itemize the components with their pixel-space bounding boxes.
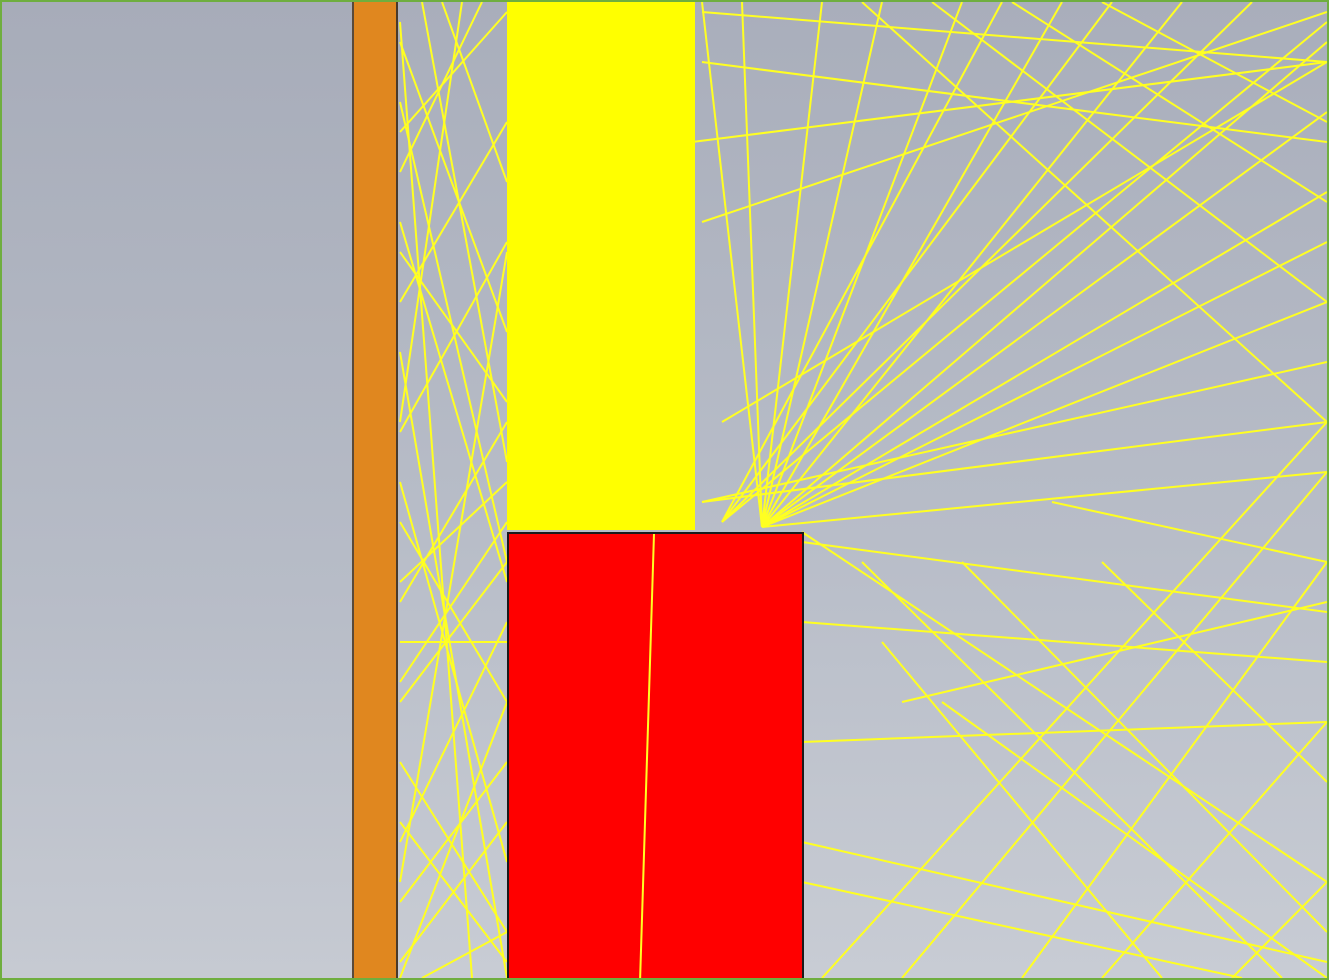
ray-line — [399, 241, 508, 433]
ray-line — [691, 61, 1327, 143]
ray-line — [761, 191, 1327, 528]
ray-line — [701, 2, 763, 528]
red-block — [507, 532, 804, 978]
ray-line — [421, 931, 508, 978]
ray-line — [961, 561, 1327, 933]
yellow-column — [507, 2, 695, 530]
ray-line — [721, 2, 1253, 523]
ray-line — [801, 531, 1327, 883]
ray-line — [1101, 2, 1327, 123]
ray-line — [761, 301, 1327, 528]
ray-line — [801, 541, 1327, 613]
ray-line — [399, 421, 508, 603]
ray-line — [761, 2, 1063, 528]
ray-line — [399, 481, 508, 863]
ray-line — [399, 481, 508, 583]
ray-line — [1101, 721, 1327, 978]
ray-line — [1021, 561, 1327, 978]
ray-line — [399, 761, 508, 933]
ray-line — [861, 2, 1327, 423]
ray-line — [931, 2, 1327, 303]
ray-line — [761, 241, 1327, 528]
ray-line — [399, 761, 508, 903]
ray-line — [721, 21, 1327, 523]
ray-line — [741, 2, 763, 528]
ray-line — [701, 11, 1327, 223]
ray-line — [1051, 501, 1327, 563]
ray-line — [761, 471, 1327, 528]
orange-bar — [352, 2, 398, 978]
ray-line — [761, 2, 963, 528]
ray-line — [399, 2, 463, 423]
ray-line — [399, 701, 508, 978]
ray-line — [701, 361, 1327, 503]
ray-line — [801, 841, 1327, 963]
ray-line — [761, 2, 823, 528]
ray-line — [399, 251, 508, 403]
ray-line — [399, 251, 508, 883]
ray-line — [801, 621, 1327, 663]
ray-line — [721, 61, 1327, 423]
ray-line — [901, 471, 1327, 978]
ray-line — [901, 601, 1327, 703]
ray-line — [1231, 881, 1327, 978]
ray-line — [761, 2, 883, 528]
ray-line — [701, 421, 1327, 503]
ray-line — [399, 561, 508, 703]
left-plate — [2, 2, 352, 978]
ray-line — [881, 641, 1163, 978]
ray-line — [861, 561, 1283, 978]
ray-line — [801, 881, 1243, 978]
ray-line — [399, 821, 508, 963]
ray-line — [941, 701, 1327, 978]
ray-line — [421, 2, 508, 463]
ray-line — [399, 41, 508, 333]
ray-line — [441, 2, 508, 183]
ray-line — [399, 521, 508, 683]
ray-line — [721, 2, 1003, 523]
ray-line — [399, 221, 508, 583]
ray-line — [399, 351, 508, 978]
ray-line — [399, 21, 473, 978]
ray-line — [721, 2, 1113, 523]
ray-line — [761, 41, 1327, 528]
ray-line — [399, 11, 508, 133]
ray-line — [1101, 561, 1327, 783]
red-block-ray — [639, 534, 655, 978]
ray-line — [1011, 2, 1327, 203]
ray-line — [801, 721, 1327, 743]
ray-line — [821, 421, 1327, 978]
ray-line — [761, 111, 1327, 528]
ray-line — [701, 11, 1327, 63]
ray-line — [399, 101, 508, 563]
ray-line — [399, 521, 508, 703]
ray-line — [399, 2, 483, 173]
